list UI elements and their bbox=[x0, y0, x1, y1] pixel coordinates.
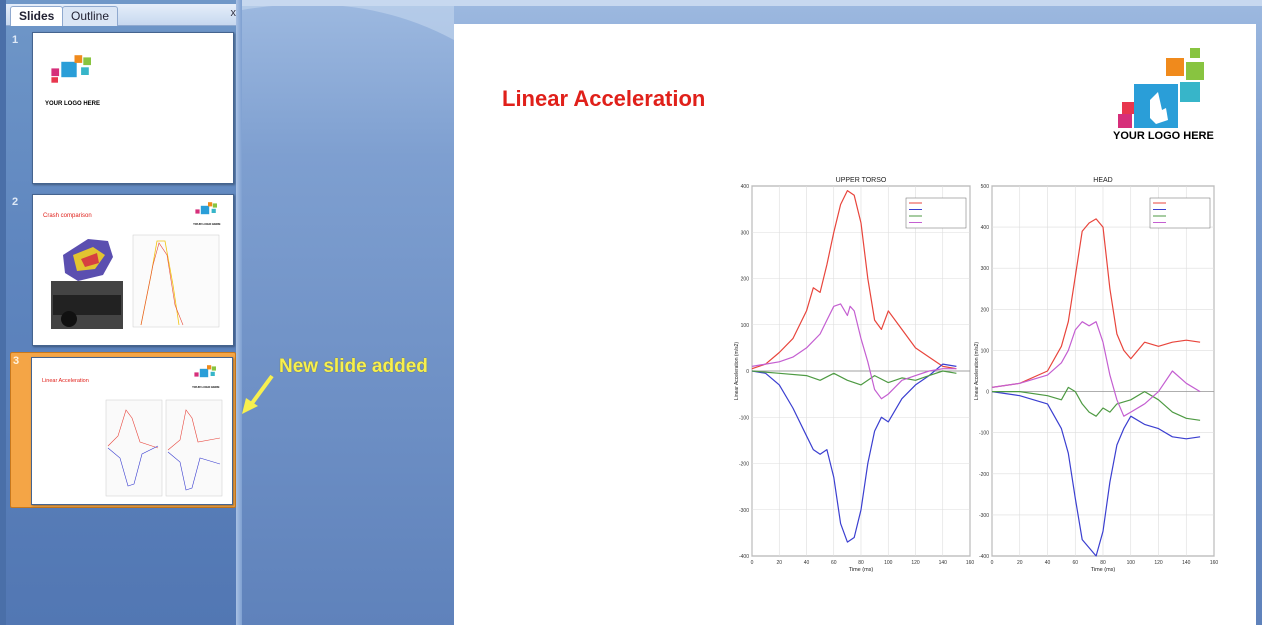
head-ytick-label: 500 bbox=[981, 184, 990, 190]
slide-number: 1 bbox=[12, 34, 19, 46]
torso-ytick-label: -400 bbox=[739, 554, 749, 560]
logo-text: YOUR LOGO HERE bbox=[192, 385, 220, 389]
annotation-arrow-icon bbox=[242, 374, 274, 414]
torso-xtick-label: 20 bbox=[776, 560, 782, 566]
torso-series-line-3 bbox=[751, 370, 957, 386]
slide-number: 3 bbox=[13, 355, 20, 367]
head-ytick-label: 0 bbox=[986, 390, 989, 396]
thumbnail-canvas: Crash comparison YOUR LOGO HERE bbox=[32, 194, 234, 346]
tab-outline[interactable]: Outline bbox=[62, 6, 119, 26]
acceleration-charts: 0 20 40 60 80 100 120 140 1604003002001000-100-2… bbox=[734, 177, 1219, 572]
torso-ytick-label: -300 bbox=[739, 508, 749, 514]
head-series-line-3 bbox=[992, 386, 1201, 421]
torso-ytick-label: -200 bbox=[739, 462, 749, 468]
slide-title[interactable]: Linear Acceleration bbox=[502, 86, 706, 111]
torso-xtick-label: 140 bbox=[939, 560, 948, 566]
head-xtick-label: 140 bbox=[1182, 560, 1191, 566]
close-pane-button[interactable]: x bbox=[230, 7, 237, 19]
crash-model-image bbox=[63, 239, 113, 281]
head-xtick-label: 0 bbox=[991, 560, 994, 566]
pane-tabbar: Slides Outline x bbox=[6, 4, 242, 26]
head-xtick-label: 100 bbox=[1127, 560, 1136, 566]
thumbnail-canvas: Linear Acceleration YOUR LOGO HERE bbox=[31, 357, 233, 505]
head-xtick-label: 120 bbox=[1154, 560, 1163, 566]
torso-xtick-label: 0 bbox=[751, 560, 754, 566]
torso-xtick-label: 60 bbox=[831, 560, 837, 566]
thumbnail-content: Linear Acceleration YOUR LOGO HERE bbox=[42, 365, 223, 497]
mini-chart-torso bbox=[105, 399, 163, 497]
logo-icon bbox=[51, 55, 91, 83]
head-xtick-label: 80 bbox=[1100, 560, 1106, 566]
torso-series-line-2 bbox=[751, 363, 957, 543]
head-y-axis-label: Linear Acceleration (m/s2) bbox=[974, 342, 980, 400]
logo-text: YOUR LOGO HERE bbox=[1113, 130, 1214, 142]
logo-icon bbox=[194, 365, 216, 378]
workspace-glow bbox=[242, 0, 454, 40]
slide-thumbnail-3[interactable]: 3 Linear Acceleration YOUR LOGO HERE bbox=[10, 352, 236, 508]
slide-thumbnail-2[interactable]: 2 Crash comparison YOUR LOGO HERE bbox=[10, 194, 236, 350]
torso-series-line-4 bbox=[751, 303, 957, 400]
torso-xtick-label: 160 bbox=[966, 560, 975, 566]
torso-ytick-label: 100 bbox=[741, 323, 750, 329]
slide-thumbnail-1[interactable]: 1 YOUR LOGO HERE bbox=[10, 32, 236, 188]
annotation-text: New slide added bbox=[279, 356, 428, 377]
thumbnail-canvas: YOUR LOGO HERE bbox=[32, 32, 234, 184]
head-series-line-4 bbox=[991, 321, 1201, 417]
thumbnail-content: Crash comparison YOUR LOGO HERE bbox=[43, 202, 221, 329]
head-ytick-label: -300 bbox=[979, 513, 989, 519]
torso-series-line-1 bbox=[751, 190, 957, 370]
torso-ytick-label: 400 bbox=[741, 184, 750, 190]
head-x-axis-label: Time (ms) bbox=[1091, 567, 1116, 572]
thumbnail-title: Crash comparison bbox=[43, 213, 92, 219]
current-slide[interactable]: Linear Acceleration YOUR LOGO HERE 0 20 40… bbox=[454, 24, 1256, 625]
torso-xtick-label: 80 bbox=[858, 560, 864, 566]
head-ytick-label: -400 bbox=[979, 554, 989, 560]
torso-ytick-label: 200 bbox=[741, 277, 750, 283]
thumbnail-content: YOUR LOGO HERE bbox=[45, 55, 100, 107]
torso-y-axis-label: Linear Acceleration (m/s2) bbox=[734, 342, 740, 400]
head-xtick-label: 40 bbox=[1045, 560, 1051, 566]
head-ytick-label: 400 bbox=[981, 225, 990, 231]
torso-x-axis-label: Time (ms) bbox=[849, 567, 874, 572]
torso-chart-title: UPPER TORSO bbox=[836, 177, 887, 184]
head-xtick-label: 20 bbox=[1017, 560, 1023, 566]
head-ytick-label: 100 bbox=[981, 348, 990, 354]
head-ytick-label: 200 bbox=[981, 307, 990, 313]
torso-xtick-label: 120 bbox=[911, 560, 920, 566]
torso-xtick-label: 100 bbox=[884, 560, 893, 566]
torso-ytick-label: 0 bbox=[746, 369, 749, 375]
thumbnail-title: Linear Acceleration bbox=[42, 378, 89, 384]
logo-text: YOUR LOGO HERE bbox=[45, 101, 100, 107]
head-series-line-1 bbox=[991, 218, 1201, 388]
head-xtick-label: 60 bbox=[1072, 560, 1078, 566]
torso-ytick-label: 300 bbox=[741, 230, 750, 236]
head-xtick-label: 160 bbox=[1210, 560, 1219, 566]
torso-ytick-label: -100 bbox=[739, 415, 749, 421]
slide-number: 2 bbox=[12, 196, 19, 208]
slides-pane: Slides Outline x 1 YOUR LOGO HERE bbox=[0, 0, 242, 625]
logo-icon bbox=[195, 202, 217, 215]
head-chart-title: HEAD bbox=[1093, 177, 1112, 184]
logo-icon bbox=[1118, 48, 1204, 128]
mini-chart bbox=[132, 234, 220, 328]
head-ytick-label: -200 bbox=[979, 472, 989, 478]
workspace-top-border bbox=[242, 0, 1262, 6]
head-ytick-label: 300 bbox=[981, 266, 990, 272]
tab-slides[interactable]: Slides bbox=[10, 6, 64, 26]
torso-xtick-label: 40 bbox=[804, 560, 810, 566]
pane-splitter[interactable] bbox=[236, 0, 242, 625]
logo-text: YOUR LOGO HERE bbox=[193, 222, 221, 226]
head-series-line-2 bbox=[991, 391, 1201, 557]
head-ytick-label: -100 bbox=[979, 431, 989, 437]
